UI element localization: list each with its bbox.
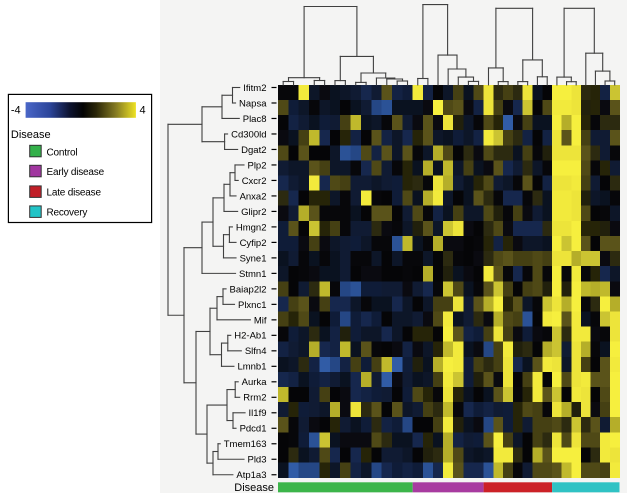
svg-text:Mif: Mif	[254, 315, 267, 326]
svg-text:Hmgn2: Hmgn2	[236, 222, 267, 233]
svg-text:Pdcd1: Pdcd1	[240, 424, 267, 435]
svg-text:Rrm2: Rrm2	[243, 393, 266, 404]
svg-text:Glipr2: Glipr2	[241, 207, 266, 218]
svg-text:Atp1a3: Atp1a3	[236, 470, 266, 481]
svg-text:Plp2: Plp2	[247, 160, 266, 171]
svg-text:Napsa: Napsa	[239, 98, 267, 109]
svg-text:Plxnc1: Plxnc1	[238, 300, 267, 311]
svg-text:4: 4	[140, 105, 146, 117]
svg-text:Il1f9: Il1f9	[249, 408, 267, 419]
svg-text:Stmn1: Stmn1	[239, 269, 266, 280]
svg-text:Aurka: Aurka	[242, 377, 268, 388]
svg-text:Baiap2l2: Baiap2l2	[230, 284, 267, 295]
svg-text:Slfn4: Slfn4	[245, 346, 267, 357]
svg-text:Tmem163: Tmem163	[224, 439, 267, 450]
svg-text:Cxcr2: Cxcr2	[242, 176, 267, 187]
svg-text:Dgat2: Dgat2	[241, 145, 266, 156]
svg-text:Anxa2: Anxa2	[240, 191, 267, 202]
svg-text:Pld3: Pld3	[247, 455, 266, 466]
svg-text:Late disease: Late disease	[47, 188, 102, 199]
svg-text:Disease: Disease	[11, 129, 51, 141]
svg-text:Disease: Disease	[234, 482, 274, 494]
svg-text:Early disease: Early disease	[47, 167, 105, 178]
svg-text:Lmnb1: Lmnb1	[237, 362, 266, 373]
svg-text:Syne1: Syne1	[240, 253, 267, 264]
svg-text:Cyfip2: Cyfip2	[240, 238, 267, 249]
svg-text:H2-Ab1: H2-Ab1	[234, 331, 266, 342]
svg-text:Plac8: Plac8	[243, 114, 267, 125]
svg-text:Control: Control	[47, 147, 78, 158]
svg-text:Ifitm2: Ifitm2	[243, 83, 266, 94]
svg-text:Recovery: Recovery	[47, 207, 88, 218]
svg-text:Cd300ld: Cd300ld	[231, 129, 266, 140]
svg-text:-4: -4	[11, 105, 21, 117]
